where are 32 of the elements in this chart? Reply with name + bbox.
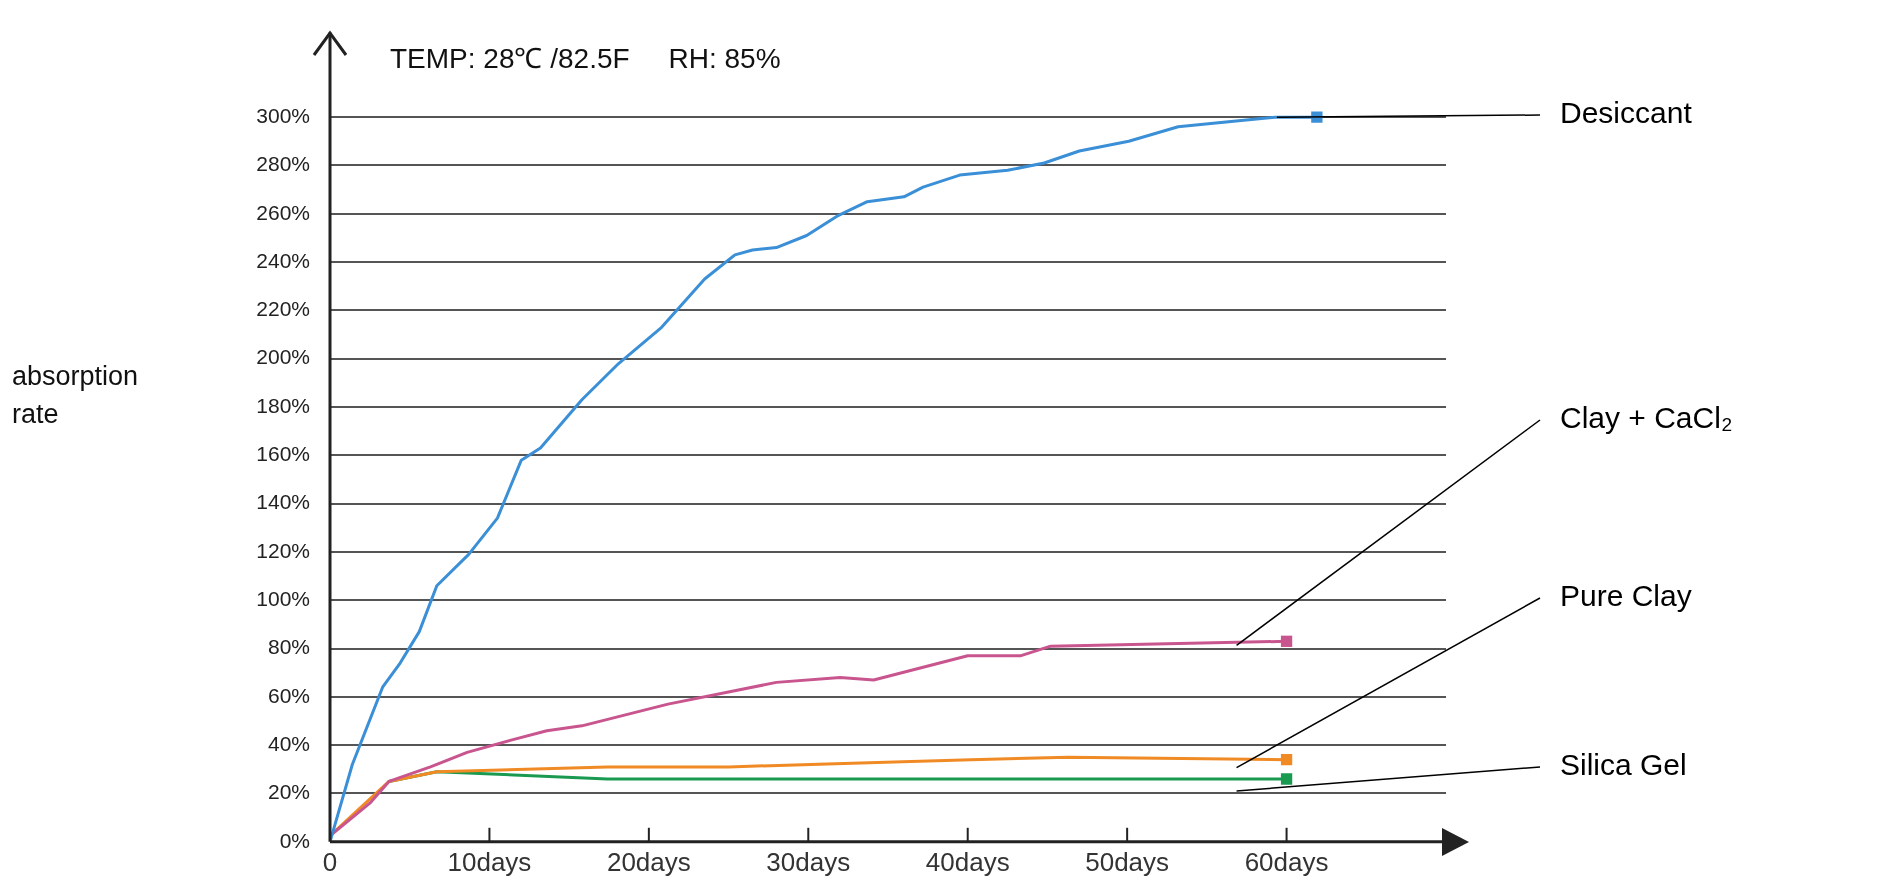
text: Pure Clay bbox=[1560, 579, 1692, 613]
annotation: TEMP: 28℃ /82.5F RH: 85% bbox=[390, 42, 781, 74]
y-tick-label: 100% bbox=[256, 587, 310, 611]
x-tick-label: 10days bbox=[447, 846, 532, 877]
y-tick-label: 140% bbox=[256, 490, 310, 514]
x-tick-label: 30days bbox=[766, 846, 851, 877]
x-tick-label: 50days bbox=[1085, 846, 1170, 877]
y-tick-label: 300% bbox=[256, 103, 310, 127]
x-tick-label: 0 bbox=[322, 846, 338, 877]
point bbox=[1280, 754, 1293, 766]
y-tick-label: 40% bbox=[267, 731, 310, 755]
text: Clay + CaCl₂ bbox=[1560, 401, 1733, 435]
point bbox=[1280, 773, 1293, 785]
y-tick-label: 80% bbox=[267, 635, 310, 659]
y-tick-label: 160% bbox=[256, 442, 310, 466]
y-tick-label: 60% bbox=[267, 683, 310, 707]
x-tick-label: 60days bbox=[1244, 846, 1329, 877]
x-tick-label: 20days bbox=[606, 846, 691, 877]
y-tick-label: 200% bbox=[256, 345, 310, 369]
y-tick-label: 260% bbox=[256, 200, 310, 224]
text: Silica Gel bbox=[1560, 748, 1687, 782]
y-tick-label: 20% bbox=[267, 780, 310, 804]
y-tick-label: 240% bbox=[256, 248, 310, 272]
y-tick-label: 280% bbox=[256, 152, 310, 176]
y-tick-label: 120% bbox=[256, 538, 310, 562]
text: Desiccant bbox=[1560, 96, 1693, 130]
y-tick-label: 0% bbox=[279, 828, 310, 852]
y-tick-label: 220% bbox=[256, 297, 310, 321]
y-tick-label: 180% bbox=[256, 393, 310, 417]
x-tick-label: 40days bbox=[925, 846, 1010, 877]
point bbox=[1280, 635, 1293, 647]
y-axis-title: absorption rate bbox=[12, 361, 139, 430]
